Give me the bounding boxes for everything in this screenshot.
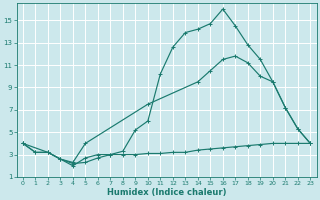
X-axis label: Humidex (Indice chaleur): Humidex (Indice chaleur) (107, 188, 226, 197)
